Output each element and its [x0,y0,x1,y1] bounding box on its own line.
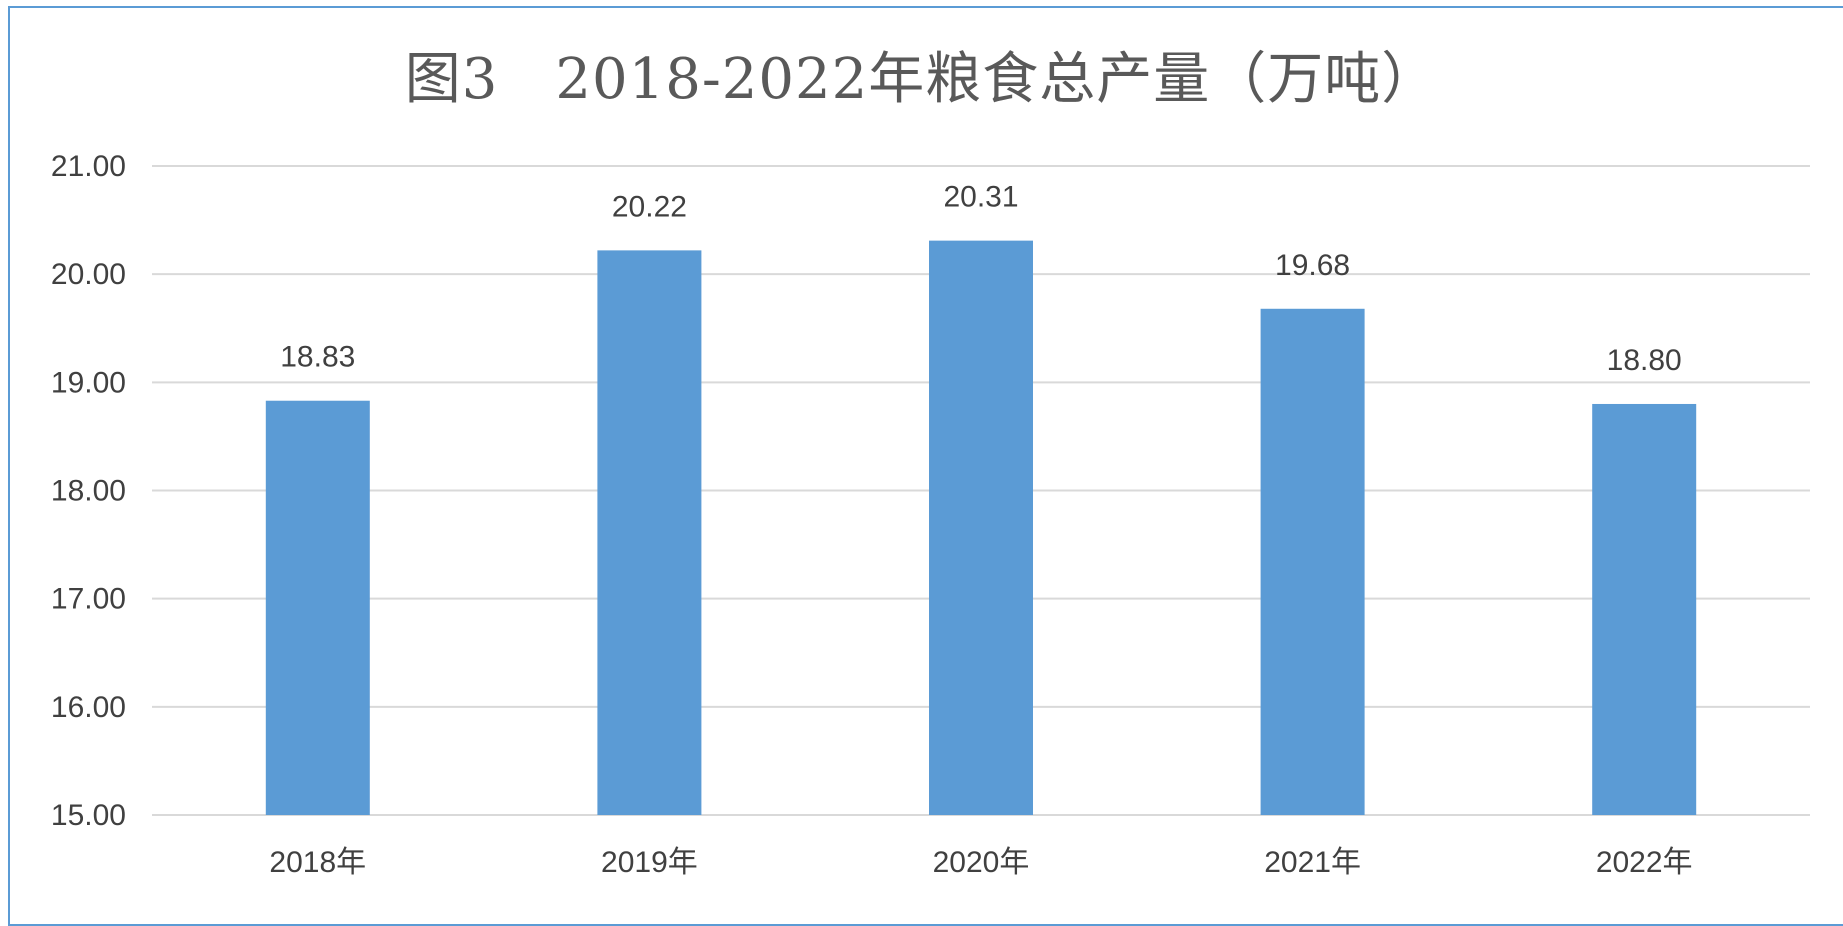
y-tick-label: 18.00 [51,475,126,508]
y-tick-label: 17.00 [51,583,126,616]
y-tick-label: 16.00 [51,691,126,724]
x-tick-label: 2019年 [601,846,698,879]
y-tick-label: 19.00 [51,366,126,399]
y-axis-tick-labels: 15.00 16.00 17.00 18.00 19.00 20.00 21.00 [51,150,126,832]
x-tick-label: 2020年 [933,846,1030,879]
x-tick-label: 2018年 [269,846,366,879]
y-tick-label: 21.00 [51,150,126,183]
y-tick-label: 15.00 [51,799,126,832]
data-label: 20.22 [612,190,687,223]
bars [265,240,1697,815]
x-axis-tick-labels: 2018年 2019年 2020年 2021年 2022年 [269,846,1692,879]
chart-title: 图3 2018-2022年粮食总产量（万吨） [404,47,1439,112]
data-label: 19.68 [1275,249,1350,282]
bar [1592,403,1697,815]
data-label: 18.80 [1607,344,1682,377]
data-labels: 18.83 20.22 20.31 19.68 18.80 [280,181,1681,377]
bar [1260,308,1365,815]
bar [597,250,702,815]
y-tick-label: 20.00 [51,258,126,291]
bar [265,400,370,815]
x-tick-label: 2022年 [1596,846,1693,879]
x-tick-label: 2021年 [1264,846,1361,879]
data-label: 20.31 [943,181,1018,214]
data-label: 18.83 [280,341,355,374]
bar [929,240,1033,815]
